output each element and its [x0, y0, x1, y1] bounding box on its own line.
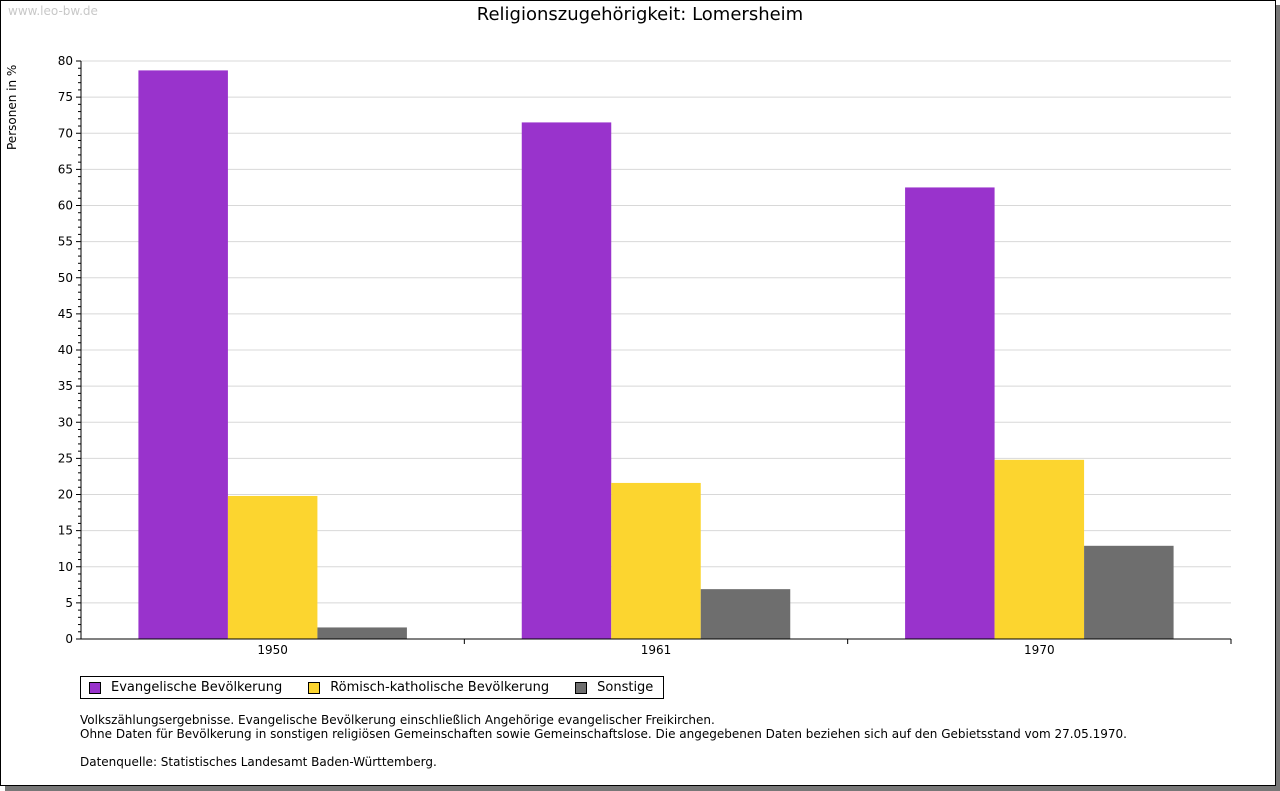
y-tick-label: 70	[58, 126, 73, 140]
legend-swatch	[308, 681, 321, 694]
legend-label: Evangelische Bevölkerung	[111, 680, 283, 695]
y-tick-label: 55	[58, 235, 73, 249]
x-tick-label: 1961	[641, 643, 672, 657]
legend-label: Sonstige	[597, 680, 654, 695]
bar-1970-2	[1084, 545, 1174, 639]
bar-1950-0	[138, 70, 228, 639]
y-tick-label: 80	[58, 54, 73, 68]
y-tick-label: 50	[58, 271, 73, 285]
y-tick-label: 25	[58, 451, 73, 465]
x-tick-label: 1950	[257, 643, 288, 657]
legend-swatch	[575, 681, 588, 694]
source-line: Datenquelle: Statistisches Landesamt Bad…	[80, 755, 437, 769]
notes: Volkszählungsergebnisse. Evangelische Be…	[80, 713, 1127, 769]
bar-1970-1	[994, 459, 1085, 639]
y-tick-label: 35	[58, 379, 73, 393]
bar-1950-1	[227, 495, 318, 639]
bar-1970-0	[905, 187, 995, 639]
y-tick-label: 45	[58, 307, 73, 321]
y-tick-label: 30	[58, 415, 73, 429]
note-line	[80, 741, 1127, 755]
y-tick-label: 60	[58, 199, 73, 213]
legend: Evangelische Bevölkerung Römisch-katholis…	[80, 676, 665, 699]
y-tick-label: 65	[58, 162, 73, 176]
y-tick-label: 15	[58, 524, 73, 538]
legend-swatch	[89, 681, 101, 694]
note-line: Ohne Daten für Bevölkerung in sonstigen …	[80, 727, 1127, 741]
y-tick-label: 0	[65, 632, 73, 646]
y-tick-label: 10	[58, 560, 73, 574]
watermark: www.leo-bw.de	[8, 4, 98, 18]
legend-item: Römisch-katholische Bevölkerung	[308, 680, 549, 695]
y-tick-label: 5	[65, 596, 73, 610]
x-tick-label: 1970	[1024, 643, 1055, 657]
y-tick-label: 40	[58, 343, 73, 357]
chart-title: Religionszugehörigkeit: Lomersheim	[476, 4, 804, 25]
legend-item: Evangelische Bevölkerung	[89, 680, 282, 695]
y-tick-label: 20	[58, 488, 73, 502]
plot-area: 0 5 10 15 20 25 30 35 40 45 50 55 60 65 70 75 80 1950 1961…	[58, 54, 1232, 657]
bar-1950-2	[317, 627, 407, 639]
bar-1961-1	[611, 482, 701, 639]
legend-label: Römisch-katholische Bevölkerung	[330, 680, 550, 695]
y-tick-label: 75	[58, 90, 73, 104]
bar-1961-0	[521, 122, 612, 640]
note-line: Volkszählungsergebnisse. Evangelische Be…	[80, 713, 715, 727]
bar-1961-2	[700, 589, 791, 639]
legend-item: Sonstige	[575, 680, 653, 695]
